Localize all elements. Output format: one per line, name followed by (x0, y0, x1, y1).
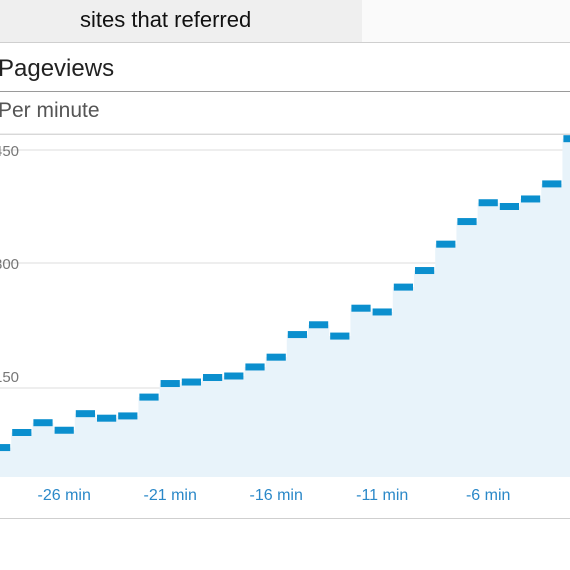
data-point (499, 203, 519, 210)
data-point (97, 414, 117, 422)
data-point (266, 353, 286, 361)
x-axis: -26 min -21 min -16 min -11 min -6 min (38, 487, 511, 504)
y-tick-label: 300 (0, 256, 19, 273)
referrers-text: sites that referred th (80, 2, 360, 44)
panel-subtitle: Per minute (0, 99, 100, 122)
data-point (139, 393, 159, 401)
data-point (330, 332, 350, 340)
data-point (118, 412, 138, 420)
data-point (203, 374, 223, 382)
x-tick-label: -11 min (356, 487, 408, 504)
data-point (415, 267, 435, 275)
data-point (160, 380, 180, 388)
data-point (309, 321, 329, 329)
data-point (372, 308, 392, 316)
data-point (224, 372, 244, 380)
data-point (54, 426, 74, 434)
data-point (478, 199, 498, 207)
data-point (33, 419, 53, 427)
x-tick-label: -21 min (144, 487, 197, 504)
y-axis: 450 300 150 (0, 143, 19, 386)
data-point (0, 444, 11, 452)
data-point (245, 363, 265, 371)
data-point (457, 218, 477, 226)
y-tick-label: 450 (0, 143, 19, 160)
chart-area-fill (0, 138, 570, 477)
referrers-card: sites that referred th (0, 0, 362, 44)
data-point (351, 304, 371, 312)
data-point (12, 429, 32, 436)
chart-series (0, 135, 570, 452)
x-tick-label: -6 min (466, 487, 510, 504)
data-point (75, 410, 95, 418)
x-tick-label: -16 min (250, 487, 303, 504)
top-gap (362, 0, 570, 44)
data-point (393, 283, 413, 291)
data-point (436, 240, 456, 248)
data-point (542, 180, 562, 188)
x-tick-label: -26 min (38, 487, 91, 504)
referrers-line: sites that referred (80, 7, 252, 32)
panel-title: Pageviews (0, 55, 115, 82)
title-divider (0, 91, 570, 92)
y-tick-label: 150 (0, 369, 19, 386)
data-point (563, 135, 570, 143)
data-point (181, 378, 201, 386)
data-point (521, 195, 541, 203)
data-point (287, 331, 307, 339)
